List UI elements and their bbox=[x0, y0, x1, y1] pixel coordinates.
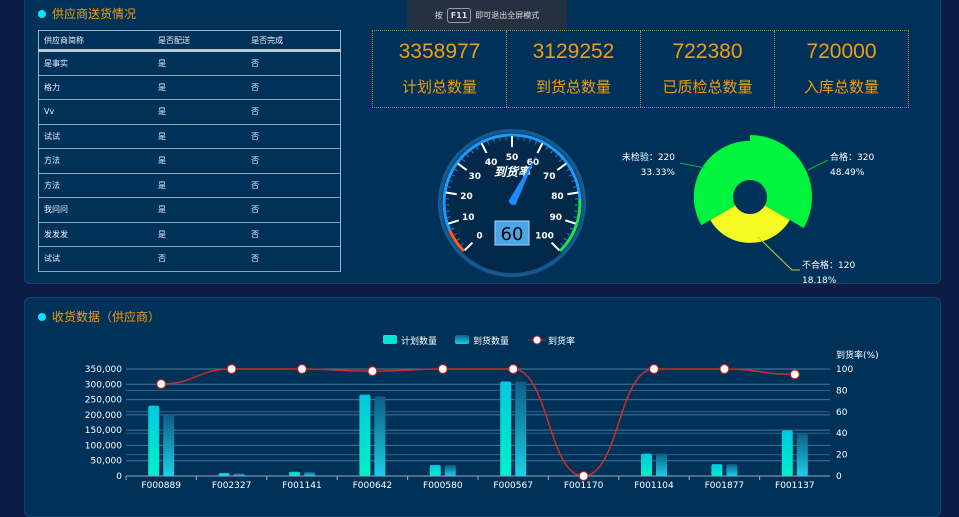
x-tick-label: F001104 bbox=[634, 481, 674, 491]
gauge-tick-label: 10 bbox=[462, 213, 475, 223]
gauge-tick-label: 30 bbox=[469, 172, 482, 182]
y-tick-label: 150,000 bbox=[85, 426, 122, 436]
legend-label: 计划数量 bbox=[401, 335, 437, 347]
gauge-tick-label: 100 bbox=[535, 232, 554, 242]
y-tick-label: 50,000 bbox=[91, 457, 123, 467]
rose-label-name: 未检验：220 bbox=[622, 151, 675, 163]
x-tick-label: F001137 bbox=[775, 481, 815, 491]
rate-point bbox=[368, 367, 377, 376]
x-tick-label: F001877 bbox=[705, 481, 745, 491]
bar-arrived bbox=[163, 415, 174, 476]
gauge-tick-label: 20 bbox=[460, 192, 473, 202]
y-tick-label: 100,000 bbox=[85, 441, 122, 451]
x-tick-label: F000567 bbox=[493, 481, 533, 491]
y2-tick-label: 80 bbox=[836, 386, 848, 396]
legend-swatch-rate bbox=[533, 336, 541, 344]
legend-label: 到货率 bbox=[548, 335, 575, 347]
gauge-tick bbox=[446, 211, 450, 212]
gauge-value: 60 bbox=[501, 224, 524, 245]
x-tick-label: F001170 bbox=[564, 481, 604, 491]
gauge-tick-label: 50 bbox=[506, 153, 519, 163]
rose-label-percent: 48.49% bbox=[830, 168, 865, 178]
y-tick-label: 350,000 bbox=[85, 365, 122, 375]
bar-planned bbox=[359, 395, 370, 476]
legend-swatch-planned bbox=[383, 335, 397, 344]
legend-label: 到货数量 bbox=[473, 335, 509, 347]
bar-planned bbox=[500, 382, 511, 476]
bar-arrived bbox=[304, 472, 315, 476]
x-tick-label: F000642 bbox=[353, 481, 393, 491]
rate-point bbox=[509, 365, 518, 374]
bar-arrived bbox=[797, 434, 808, 476]
y2-tick-label: 20 bbox=[836, 451, 848, 461]
y-tick-label: 300,000 bbox=[85, 380, 122, 390]
rose-label-percent: 33.33% bbox=[641, 168, 676, 178]
rate-point bbox=[438, 365, 447, 374]
y-tick-label: 250,000 bbox=[85, 396, 122, 406]
rose-label-name: 合格：320 bbox=[830, 151, 874, 163]
rate-point bbox=[227, 365, 236, 374]
bar-planned bbox=[289, 472, 300, 476]
bar-arrived bbox=[374, 397, 385, 476]
rate-point bbox=[720, 365, 729, 374]
rose-label-name: 不合格：120 bbox=[802, 259, 855, 271]
charts-canvas: 0102030405060708090100到货率60合格：32048.49%不… bbox=[0, 0, 959, 502]
rate-point bbox=[790, 370, 799, 379]
y2-tick-label: 40 bbox=[836, 429, 848, 439]
rose-label-line bbox=[758, 237, 800, 270]
y2-tick-label: 100 bbox=[836, 365, 853, 375]
gauge-tick-label: 90 bbox=[549, 213, 562, 223]
bar-planned bbox=[782, 430, 793, 476]
y2-tick-label: 60 bbox=[836, 408, 848, 418]
x-tick-label: F000889 bbox=[141, 481, 181, 491]
rose-label-percent: 18.18% bbox=[802, 276, 837, 286]
bar-arrived bbox=[656, 454, 667, 476]
x-tick-label: F001141 bbox=[282, 481, 322, 491]
x-tick-label: F000580 bbox=[423, 481, 463, 491]
y-tick-label: 200,000 bbox=[85, 411, 122, 421]
rate-point bbox=[650, 365, 659, 374]
bar-arrived bbox=[726, 464, 737, 476]
gauge-tick-label: 70 bbox=[543, 172, 556, 182]
x-tick-label: F002327 bbox=[212, 481, 252, 491]
rose-label-line bbox=[680, 163, 705, 168]
rate-point bbox=[157, 379, 166, 388]
bar-arrived bbox=[445, 465, 456, 476]
y2-axis-label: 到货率(%) bbox=[836, 349, 879, 361]
bar-planned bbox=[641, 454, 652, 476]
bar-planned bbox=[148, 406, 159, 476]
rate-line bbox=[161, 369, 795, 476]
bar-arrived bbox=[234, 474, 245, 476]
legend-swatch-arrived bbox=[455, 335, 469, 344]
rose-label-line bbox=[808, 160, 828, 170]
y-tick-label: 0 bbox=[116, 472, 122, 482]
rate-point bbox=[298, 365, 307, 374]
bar-planned bbox=[219, 473, 230, 476]
gauge-tick-label: 0 bbox=[476, 232, 482, 242]
bar-planned bbox=[711, 464, 722, 476]
gauge-tick bbox=[575, 211, 579, 212]
y2-tick-label: 0 bbox=[836, 472, 842, 482]
bar-arrived bbox=[515, 382, 526, 476]
rate-point bbox=[579, 472, 588, 481]
gauge-tick-label: 80 bbox=[551, 192, 564, 202]
bar-planned bbox=[430, 465, 441, 476]
